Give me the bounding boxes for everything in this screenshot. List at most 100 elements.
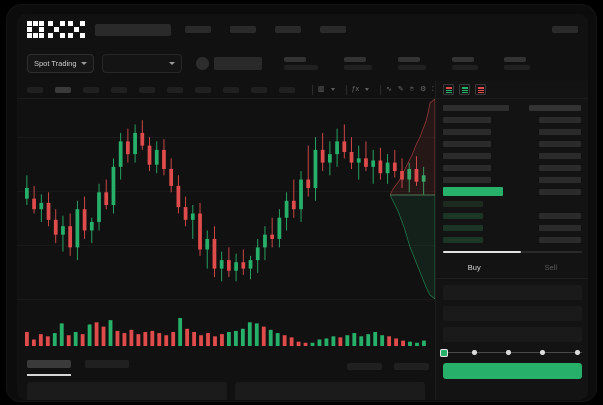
submit-buy-button[interactable] — [443, 363, 582, 379]
nav-links — [185, 26, 346, 33]
device-frame: Spot Trading — [6, 4, 597, 402]
pencil-icon[interactable]: ✎ — [397, 86, 404, 93]
market-subheader: Spot Trading — [17, 45, 588, 81]
order-book-bid-row[interactable] — [443, 235, 581, 244]
timeframe-chip-6[interactable] — [167, 86, 183, 93]
nav-right-actions — [552, 26, 578, 33]
timeframe-chip-9[interactable] — [251, 86, 267, 93]
settings-icon[interactable]: ⚙ — [419, 86, 427, 93]
global-search-input[interactable] — [95, 23, 171, 36]
market-identity[interactable] — [195, 56, 262, 70]
order-book-ask-row[interactable] — [443, 115, 581, 124]
tab-sell[interactable]: Sell — [544, 263, 557, 272]
timeframe-chip-7[interactable] — [195, 86, 211, 93]
orders-tabs — [17, 355, 435, 368]
order-book-ask-row[interactable] — [443, 151, 581, 160]
toolbar-divider — [312, 84, 313, 95]
magnet-icon[interactable]: ⌾ — [409, 86, 414, 93]
order-book-bid-row[interactable] — [443, 223, 581, 232]
depth-overlay-chart — [390, 99, 435, 299]
nav-link-3[interactable] — [275, 26, 301, 33]
volume-chart[interactable] — [17, 314, 435, 356]
nav-link-4[interactable] — [320, 26, 346, 33]
timeframe-chip-3[interactable] — [83, 86, 99, 93]
timeframe-chip-2[interactable] — [55, 86, 71, 93]
chart-gridline — [17, 245, 435, 246]
orders-panel-block-2[interactable] — [235, 382, 425, 400]
trading-mode-button[interactable]: Spot Trading — [27, 53, 94, 73]
slider-track — [443, 352, 582, 353]
orders-panel — [17, 355, 435, 400]
order-book-ask-row[interactable] — [443, 127, 581, 136]
orders-tab-active-underline — [27, 374, 71, 376]
orders-action-1[interactable] — [347, 363, 382, 370]
avatar — [195, 56, 209, 70]
chevron-down-icon[interactable] — [330, 88, 335, 91]
chevron-down-icon — [80, 61, 87, 65]
order-book-panel: Buy Sell — [435, 81, 588, 400]
stat-block-5 — [503, 56, 530, 70]
order-book-last-price-row[interactable] — [443, 187, 581, 196]
order-book-view-modes — [436, 81, 588, 99]
timeframe-chip-10[interactable] — [279, 86, 295, 93]
slider-stop-25[interactable] — [472, 350, 477, 355]
trading-pair-select[interactable] — [101, 53, 182, 73]
order-side-tabs: Buy Sell — [436, 259, 588, 279]
order-fields — [436, 279, 588, 342]
order-book-header-row — [443, 103, 581, 112]
order-form: Buy Sell — [436, 251, 588, 379]
top-navigation-bar — [17, 14, 588, 45]
order-book-ask-row[interactable] — [443, 139, 581, 148]
stat-block-4 — [451, 56, 478, 70]
okx-logo[interactable] — [27, 21, 85, 38]
chart-gridline — [17, 137, 435, 138]
volume-series — [25, 318, 426, 346]
chart-toolbar: ▥ ƒx ∿ ✎ ⌾ ⚙ ⛶ — [17, 81, 588, 99]
stat-block-1 — [283, 56, 318, 70]
timeframe-chip-4[interactable] — [111, 86, 127, 93]
slider-stop-50[interactable] — [506, 350, 511, 355]
nav-link-1[interactable] — [185, 26, 211, 33]
bids-only-icon[interactable] — [459, 84, 470, 95]
nav-action-1[interactable] — [552, 26, 578, 33]
slider-stop-75[interactable] — [540, 350, 545, 355]
orders-action-2[interactable] — [394, 363, 429, 370]
order-field-total[interactable] — [443, 327, 582, 342]
chevron-down-icon — [168, 61, 175, 65]
amount-percent-slider[interactable] — [439, 348, 586, 357]
order-field-price[interactable] — [443, 285, 582, 300]
timeframe-chip-5[interactable] — [139, 86, 155, 93]
chart-gridline — [17, 191, 435, 192]
nav-link-2[interactable] — [230, 26, 256, 33]
fullscreen-icon[interactable]: ⛶ — [432, 86, 437, 93]
orders-content — [27, 382, 425, 400]
orders-tab-1[interactable] — [27, 360, 71, 368]
timeframe-chip-8[interactable] — [223, 86, 239, 93]
toolbar-divider — [345, 84, 347, 95]
timeframe-chip-1[interactable] — [27, 86, 43, 93]
slider-stop-100[interactable] — [575, 350, 580, 355]
indicator-icon[interactable]: ƒx — [351, 86, 360, 93]
toolbar-divider — [380, 84, 382, 95]
order-book-ask-row[interactable] — [443, 175, 581, 184]
chevron-down-icon[interactable] — [365, 88, 370, 91]
stat-block-3 — [397, 56, 426, 70]
order-field-amount[interactable] — [443, 306, 582, 321]
order-book-bid-row[interactable] — [443, 199, 581, 208]
stat-block-2 — [343, 56, 372, 70]
slider-knob[interactable] — [440, 348, 448, 357]
line-tool-icon[interactable]: ∿ — [386, 86, 392, 93]
orders-panel-block-1[interactable] — [27, 382, 227, 400]
price-chart[interactable] — [17, 99, 435, 355]
order-book-ask-row[interactable] — [443, 163, 581, 172]
order-book-bid-row[interactable] — [443, 211, 581, 220]
order-book-rows — [436, 99, 588, 244]
both-sides-icon[interactable] — [443, 84, 454, 95]
tab-buy[interactable]: Buy — [467, 263, 481, 272]
orders-tab-2[interactable] — [85, 360, 129, 368]
candlestick-series — [25, 120, 426, 282]
candle-type-icon[interactable]: ▥ — [318, 86, 325, 93]
asks-only-icon[interactable] — [475, 84, 486, 95]
order-book-ratio-bar — [443, 251, 582, 253]
